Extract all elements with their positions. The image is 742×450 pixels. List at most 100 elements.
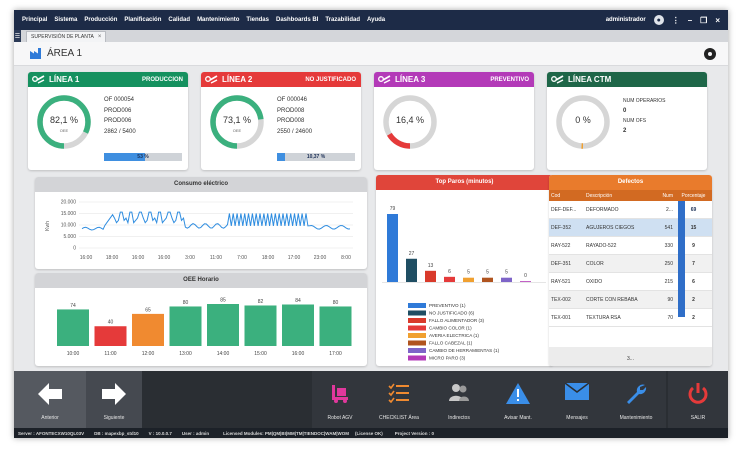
- oee-bar: [132, 313, 164, 346]
- paro-bar-value: 5: [505, 270, 508, 276]
- checklist-button[interactable]: CHECKLIST Área: [368, 371, 430, 428]
- oee-bar-value: 85: [220, 298, 226, 304]
- oee-gauge: [556, 95, 610, 149]
- oee-horario-chart: 74 10:00 40 11:00 65 12:00 80 13:00 85 14:00 82 15:…: [57, 298, 352, 357]
- settings-icon[interactable]: [704, 48, 716, 60]
- defecto-row[interactable]: DEF-351 COLOR 250 7: [549, 255, 712, 273]
- defecto-row[interactable]: RAY-521 OXIDO 215 6: [549, 273, 712, 291]
- siguiente-button[interactable]: Siguiente: [86, 371, 142, 428]
- col-porcentaje[interactable]: Porcentaje: [681, 192, 706, 199]
- col-num[interactable]: Num: [662, 192, 673, 199]
- defecto-row[interactable]: TEX-002 CORTE CON REBABA 90 2: [549, 291, 712, 309]
- robot-agv-button[interactable]: Robot AGV: [312, 371, 368, 428]
- defecto-descripcion: CORTE CON REBABA: [586, 296, 638, 303]
- col-descripcion[interactable]: Descripción: [586, 192, 613, 199]
- oee-hour-label: 10:00: [67, 351, 80, 357]
- side-menu-icon[interactable]: ☰: [14, 30, 21, 42]
- line-tools-icon: [551, 75, 564, 84]
- tab-label: SUPERVISIÓN DE PLANTA: [31, 34, 94, 40]
- line-header: LÍNEA CTM: [547, 72, 707, 87]
- defectos-table: Cod Descripción Num Porcentaje DEF-DEF..…: [549, 190, 712, 327]
- mantenimiento-label: Mantenimiento: [619, 415, 653, 421]
- oee-hour-label: 17:00: [329, 351, 342, 357]
- menu-bar: Principal Sistema Producción Planificación C…: [14, 10, 728, 30]
- defecto-row[interactable]: DEF-DEF... DEFORMADO 2... 69: [549, 201, 712, 219]
- minimize-icon[interactable]: –: [687, 15, 693, 25]
- line-card-2[interactable]: LÍNEA 2 NO JUSTIFICADO 73,1 % OEE OF 000046 P…: [201, 72, 361, 170]
- paro-bar: [501, 277, 512, 282]
- menu-item-6[interactable]: Tiendas: [246, 17, 269, 23]
- tab-supervision-planta[interactable]: SUPERVISIÓN DE PLANTA ×: [26, 31, 107, 42]
- defecto-num: 70: [667, 314, 673, 321]
- menu-item-9[interactable]: Ayuda: [367, 17, 386, 23]
- menu-item-0[interactable]: Principal: [22, 17, 48, 23]
- checklist-icon: [388, 383, 409, 403]
- oee-bar: [169, 306, 202, 346]
- paro-bar-value: 6: [448, 269, 451, 275]
- defecto-cod: RAY-521: [551, 278, 571, 285]
- legend-swatch: [408, 348, 426, 353]
- defecto-row[interactable]: DEF-352 AGUJEROS CIEGOS 541 15: [549, 219, 712, 237]
- mensajes-button[interactable]: Mensajes: [548, 371, 606, 428]
- more-menu-icon[interactable]: ⋮: [671, 15, 680, 25]
- defecto-cod: TEX-001: [551, 314, 571, 321]
- app-window: Principal Sistema Producción Planificación C…: [14, 10, 728, 438]
- x-tick-label: 11:00: [210, 255, 222, 261]
- paro-bar: [425, 270, 436, 282]
- salir-label: SALIR: [690, 415, 706, 421]
- user-icon[interactable]: ●: [653, 15, 664, 25]
- maximize-icon[interactable]: ❐: [700, 15, 708, 25]
- line-info-item: 2550 / 24600: [277, 128, 313, 135]
- defecto-descripcion: RAYADO-522: [586, 242, 617, 249]
- tab-close-icon[interactable]: ×: [97, 34, 102, 40]
- progress-label: 53 %: [137, 154, 149, 160]
- menu-item-3[interactable]: Planificación: [124, 17, 162, 23]
- user-name[interactable]: administrador: [605, 17, 646, 23]
- paro-bar-value: 79: [390, 206, 396, 212]
- salir-button[interactable]: SALIR: [668, 371, 728, 428]
- legend-swatch: [408, 310, 426, 316]
- wrench-icon: [627, 384, 647, 404]
- menu-item-7[interactable]: Dashboards BI: [275, 17, 319, 23]
- mensajes-label: Mensajes: [566, 415, 588, 421]
- y-tick-label: 10.000: [61, 223, 77, 229]
- defecto-porcentaje: 2: [692, 296, 695, 303]
- status-server: Server : AFONTECXW10QL03V: [18, 430, 85, 436]
- line-status: PREVENTIVO: [490, 76, 529, 83]
- defecto-row[interactable]: RAY-522 RAYADO-522 330 9: [549, 237, 712, 255]
- oee-bar: [94, 326, 127, 346]
- legend-label: CAMBIO COLOR (1): [429, 326, 472, 331]
- line-name: LÍNEA 3: [395, 75, 426, 84]
- defecto-descripcion: TEXTURA RSA: [586, 314, 621, 321]
- area-header: ÁREA 1: [14, 42, 728, 66]
- indirectos-button[interactable]: Indirectos: [430, 371, 488, 428]
- paro-bar: [520, 281, 531, 282]
- legend-swatch: [408, 318, 426, 323]
- defectos-footer: 3...: [549, 347, 712, 366]
- mantenimiento-button[interactable]: Mantenimiento: [606, 371, 666, 428]
- col-cod[interactable]: Cod: [551, 192, 561, 199]
- line-card-4[interactable]: LÍNEA CTM 0 % NUM OPERARIOS 0 NUM OFS 2: [547, 72, 707, 170]
- menu-item-2[interactable]: Producción: [84, 17, 118, 23]
- line-status: PRODUCCION: [141, 76, 183, 83]
- line-info-item: PROD006: [104, 107, 132, 114]
- oee-gauge: [383, 95, 437, 149]
- oee-hour-label: 13:00: [179, 351, 192, 357]
- line-card-3[interactable]: LÍNEA 3 PREVENTIVO 16,4 %: [374, 72, 534, 170]
- anterior-button[interactable]: Anterior: [14, 371, 86, 428]
- top-paros-title: Top Paros (minutos): [376, 175, 553, 190]
- robot-agv-label: Robot AGV: [327, 415, 353, 421]
- menu-item-8[interactable]: Trazabilidad: [325, 17, 361, 23]
- menu-item-5[interactable]: Mantenimiento: [197, 17, 240, 23]
- menu-item-4[interactable]: Calidad: [168, 17, 191, 23]
- line-header: LÍNEA 3 PREVENTIVO: [374, 72, 534, 87]
- menu-item-1[interactable]: Sistema: [54, 17, 78, 23]
- x-tick-label: 3:00: [185, 255, 195, 261]
- avisar-mant-button[interactable]: Avisar Mant.: [488, 371, 548, 428]
- mail-icon: [565, 383, 589, 400]
- defecto-row[interactable]: TEX-001 TEXTURA RSA 70 2: [549, 309, 712, 327]
- oee-bar: [319, 306, 352, 346]
- paro-bar-value: 0: [524, 273, 527, 279]
- close-window-icon[interactable]: ×: [715, 15, 720, 25]
- line-card-1[interactable]: LÍNEA 1 PRODUCCION 82,1 % OEE OF 000054 PROD0…: [28, 72, 188, 170]
